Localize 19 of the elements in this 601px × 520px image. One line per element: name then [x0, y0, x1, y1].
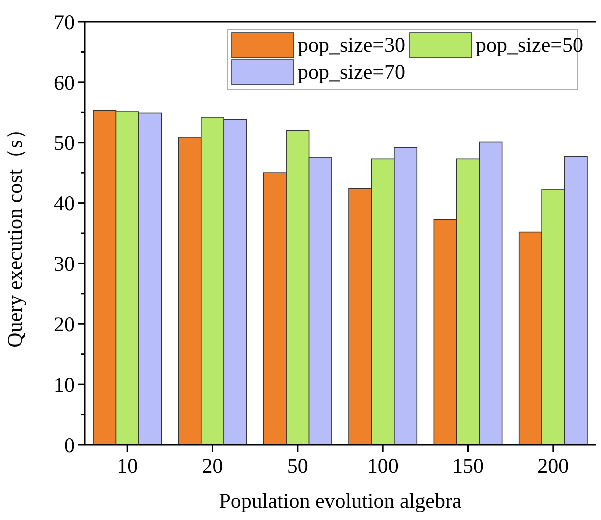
x-tick-label: 50 — [287, 454, 308, 478]
y-tick-label: 40 — [54, 192, 75, 216]
y-tick-label: 20 — [54, 312, 75, 336]
legend-label: pop_size=30 — [298, 33, 406, 57]
y-tick-label: 30 — [54, 252, 75, 276]
y-tick-label: 0 — [64, 433, 75, 458]
x-tick-label: 150 — [452, 454, 484, 478]
legend-label: pop_size=50 — [476, 33, 584, 57]
x-tick-label: 10 — [117, 454, 138, 478]
y-tick-label: 50 — [54, 131, 75, 156]
x-tick-label: 20 — [202, 454, 224, 478]
x-tick-label: 200 — [538, 454, 570, 478]
y-tick-label: 10 — [54, 372, 75, 397]
y-axis-title: Query execution cost（s） — [3, 119, 27, 348]
y-tick-label: 60 — [54, 70, 75, 95]
x-axis-title: Population evolution algebra — [219, 489, 462, 513]
y-tick-label: 70 — [54, 10, 75, 34]
x-tick-label: 100 — [367, 454, 399, 478]
legend-label: pop_size=70 — [298, 60, 406, 84]
